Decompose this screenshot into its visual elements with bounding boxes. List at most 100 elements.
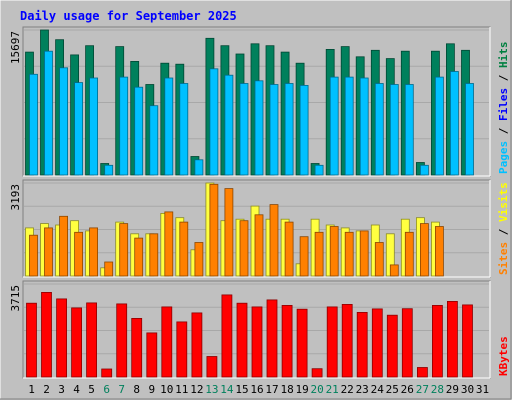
bar-kbytes-day-19 <box>296 308 308 378</box>
bar-kbytes-day-18 <box>281 304 293 378</box>
day-label-8: 8 <box>133 383 140 396</box>
bar-files-day-15 <box>239 83 249 176</box>
day-label-18: 18 <box>280 383 293 396</box>
bar-kbytes-day-24 <box>371 308 383 378</box>
bar-files-day-19 <box>299 85 309 176</box>
bar-sites-day-23 <box>359 230 369 277</box>
day-label-3: 3 <box>58 383 65 396</box>
bar-sites-day-28 <box>434 226 444 277</box>
day-label-25: 25 <box>386 383 399 396</box>
bar-files-day-28 <box>434 76 444 176</box>
bar-files-day-22 <box>344 76 354 176</box>
bar-sites-day-15 <box>239 220 249 277</box>
panel-kbytes: 3715 KBytes <box>9 280 510 379</box>
bar-sites-day-18 <box>284 221 294 277</box>
bar-sites-day-14 <box>224 188 234 277</box>
day-label-28: 28 <box>431 383 444 396</box>
bar-files-day-2 <box>44 50 53 176</box>
legend-separator: / <box>497 68 510 88</box>
bar-kbytes-day-22 <box>341 303 353 378</box>
bar-sites-day-4 <box>74 231 83 277</box>
day-label-2: 2 <box>43 383 50 396</box>
bar-sites-day-16 <box>254 214 264 277</box>
bar-files-day-16 <box>254 80 264 176</box>
bar-sites-day-25 <box>389 264 399 277</box>
day-label-1: 1 <box>28 383 35 396</box>
bar-sites-day-7 <box>119 223 129 277</box>
day-label-16: 16 <box>250 383 263 396</box>
panel-max-label: 3715 <box>9 285 22 312</box>
bar-files-day-10 <box>164 77 174 176</box>
panel-max-label: 3193 <box>9 184 22 211</box>
bar-kbytes-day-28 <box>431 304 443 378</box>
bar-sites-day-2 <box>44 227 53 277</box>
bar-kbytes-day-16 <box>251 306 263 378</box>
day-label-21: 21 <box>326 383 339 396</box>
bar-kbytes-day-10 <box>161 306 173 378</box>
bar-kbytes-day-27 <box>416 367 428 378</box>
bar-kbytes-day-2 <box>41 291 52 378</box>
panel-legend: KBytes <box>497 336 510 376</box>
panel-legend: Sites / Visits <box>497 182 510 275</box>
bar-kbytes-day-13 <box>206 356 218 378</box>
day-label-22: 22 <box>341 383 354 396</box>
day-label-10: 10 <box>160 383 173 396</box>
legend-entry: Hits <box>497 42 510 69</box>
legend-entry: Pages <box>497 141 510 174</box>
chart-title: Daily usage for September 2025 <box>20 9 237 23</box>
bar-sites-day-8 <box>134 237 144 277</box>
bar-kbytes-day-23 <box>356 311 368 378</box>
bar-sites-day-9 <box>149 233 159 277</box>
day-label-11: 11 <box>175 383 188 396</box>
bar-files-day-6 <box>104 164 114 176</box>
legend-entry: Files <box>497 88 510 121</box>
bar-files-day-9 <box>149 105 159 176</box>
bar-sites-day-3 <box>59 215 68 277</box>
day-label-17: 17 <box>265 383 278 396</box>
bar-files-day-17 <box>269 84 279 176</box>
bar-kbytes-day-17 <box>266 299 278 378</box>
bar-files-day-7 <box>119 76 129 176</box>
bar-kbytes-day-5 <box>86 302 97 378</box>
bar-files-day-1 <box>29 73 38 176</box>
panel-max-label: 15697 <box>9 31 22 64</box>
bar-sites-day-27 <box>419 223 429 277</box>
bar-sites-day-20 <box>314 231 324 277</box>
day-label-20: 20 <box>310 383 323 396</box>
bar-sites-day-21 <box>329 226 339 277</box>
bar-kbytes-day-1 <box>26 302 37 378</box>
bar-files-day-30 <box>465 83 474 176</box>
legend-entry: KBytes <box>497 336 510 376</box>
bar-kbytes-day-14 <box>221 294 233 378</box>
day-label-30: 30 <box>461 383 474 396</box>
bar-kbytes-day-9 <box>146 332 158 378</box>
day-label-24: 24 <box>371 383 385 396</box>
bar-sites-day-10 <box>164 211 174 277</box>
day-label-6: 6 <box>103 383 110 396</box>
bar-sites-day-12 <box>194 242 204 277</box>
day-label-7: 7 <box>118 383 125 396</box>
bar-kbytes-day-3 <box>56 298 67 378</box>
day-label-14: 14 <box>220 383 234 396</box>
bar-kbytes-day-30 <box>462 304 473 378</box>
bar-files-day-12 <box>194 159 204 176</box>
bar-kbytes-day-26 <box>401 308 413 378</box>
bar-files-day-21 <box>329 76 339 176</box>
legend-entry: Sites <box>497 242 510 275</box>
day-label-9: 9 <box>148 383 155 396</box>
day-label-4: 4 <box>73 383 80 396</box>
panel-legend: Pages / Files / Hits <box>497 42 510 175</box>
bar-kbytes-day-7 <box>116 303 128 378</box>
bar-files-day-24 <box>374 83 384 176</box>
bar-files-day-11 <box>179 83 189 176</box>
bar-kbytes-day-15 <box>236 302 248 378</box>
bar-sites-day-26 <box>404 231 414 277</box>
bar-kbytes-day-20 <box>311 368 323 378</box>
day-label-12: 12 <box>190 383 203 396</box>
bar-files-day-23 <box>359 77 369 176</box>
bar-files-day-26 <box>404 84 414 176</box>
bar-kbytes-day-11 <box>176 321 188 378</box>
bar-kbytes-day-29 <box>446 300 458 378</box>
day-label-19: 19 <box>295 383 308 396</box>
bar-sites-day-17 <box>269 204 279 277</box>
